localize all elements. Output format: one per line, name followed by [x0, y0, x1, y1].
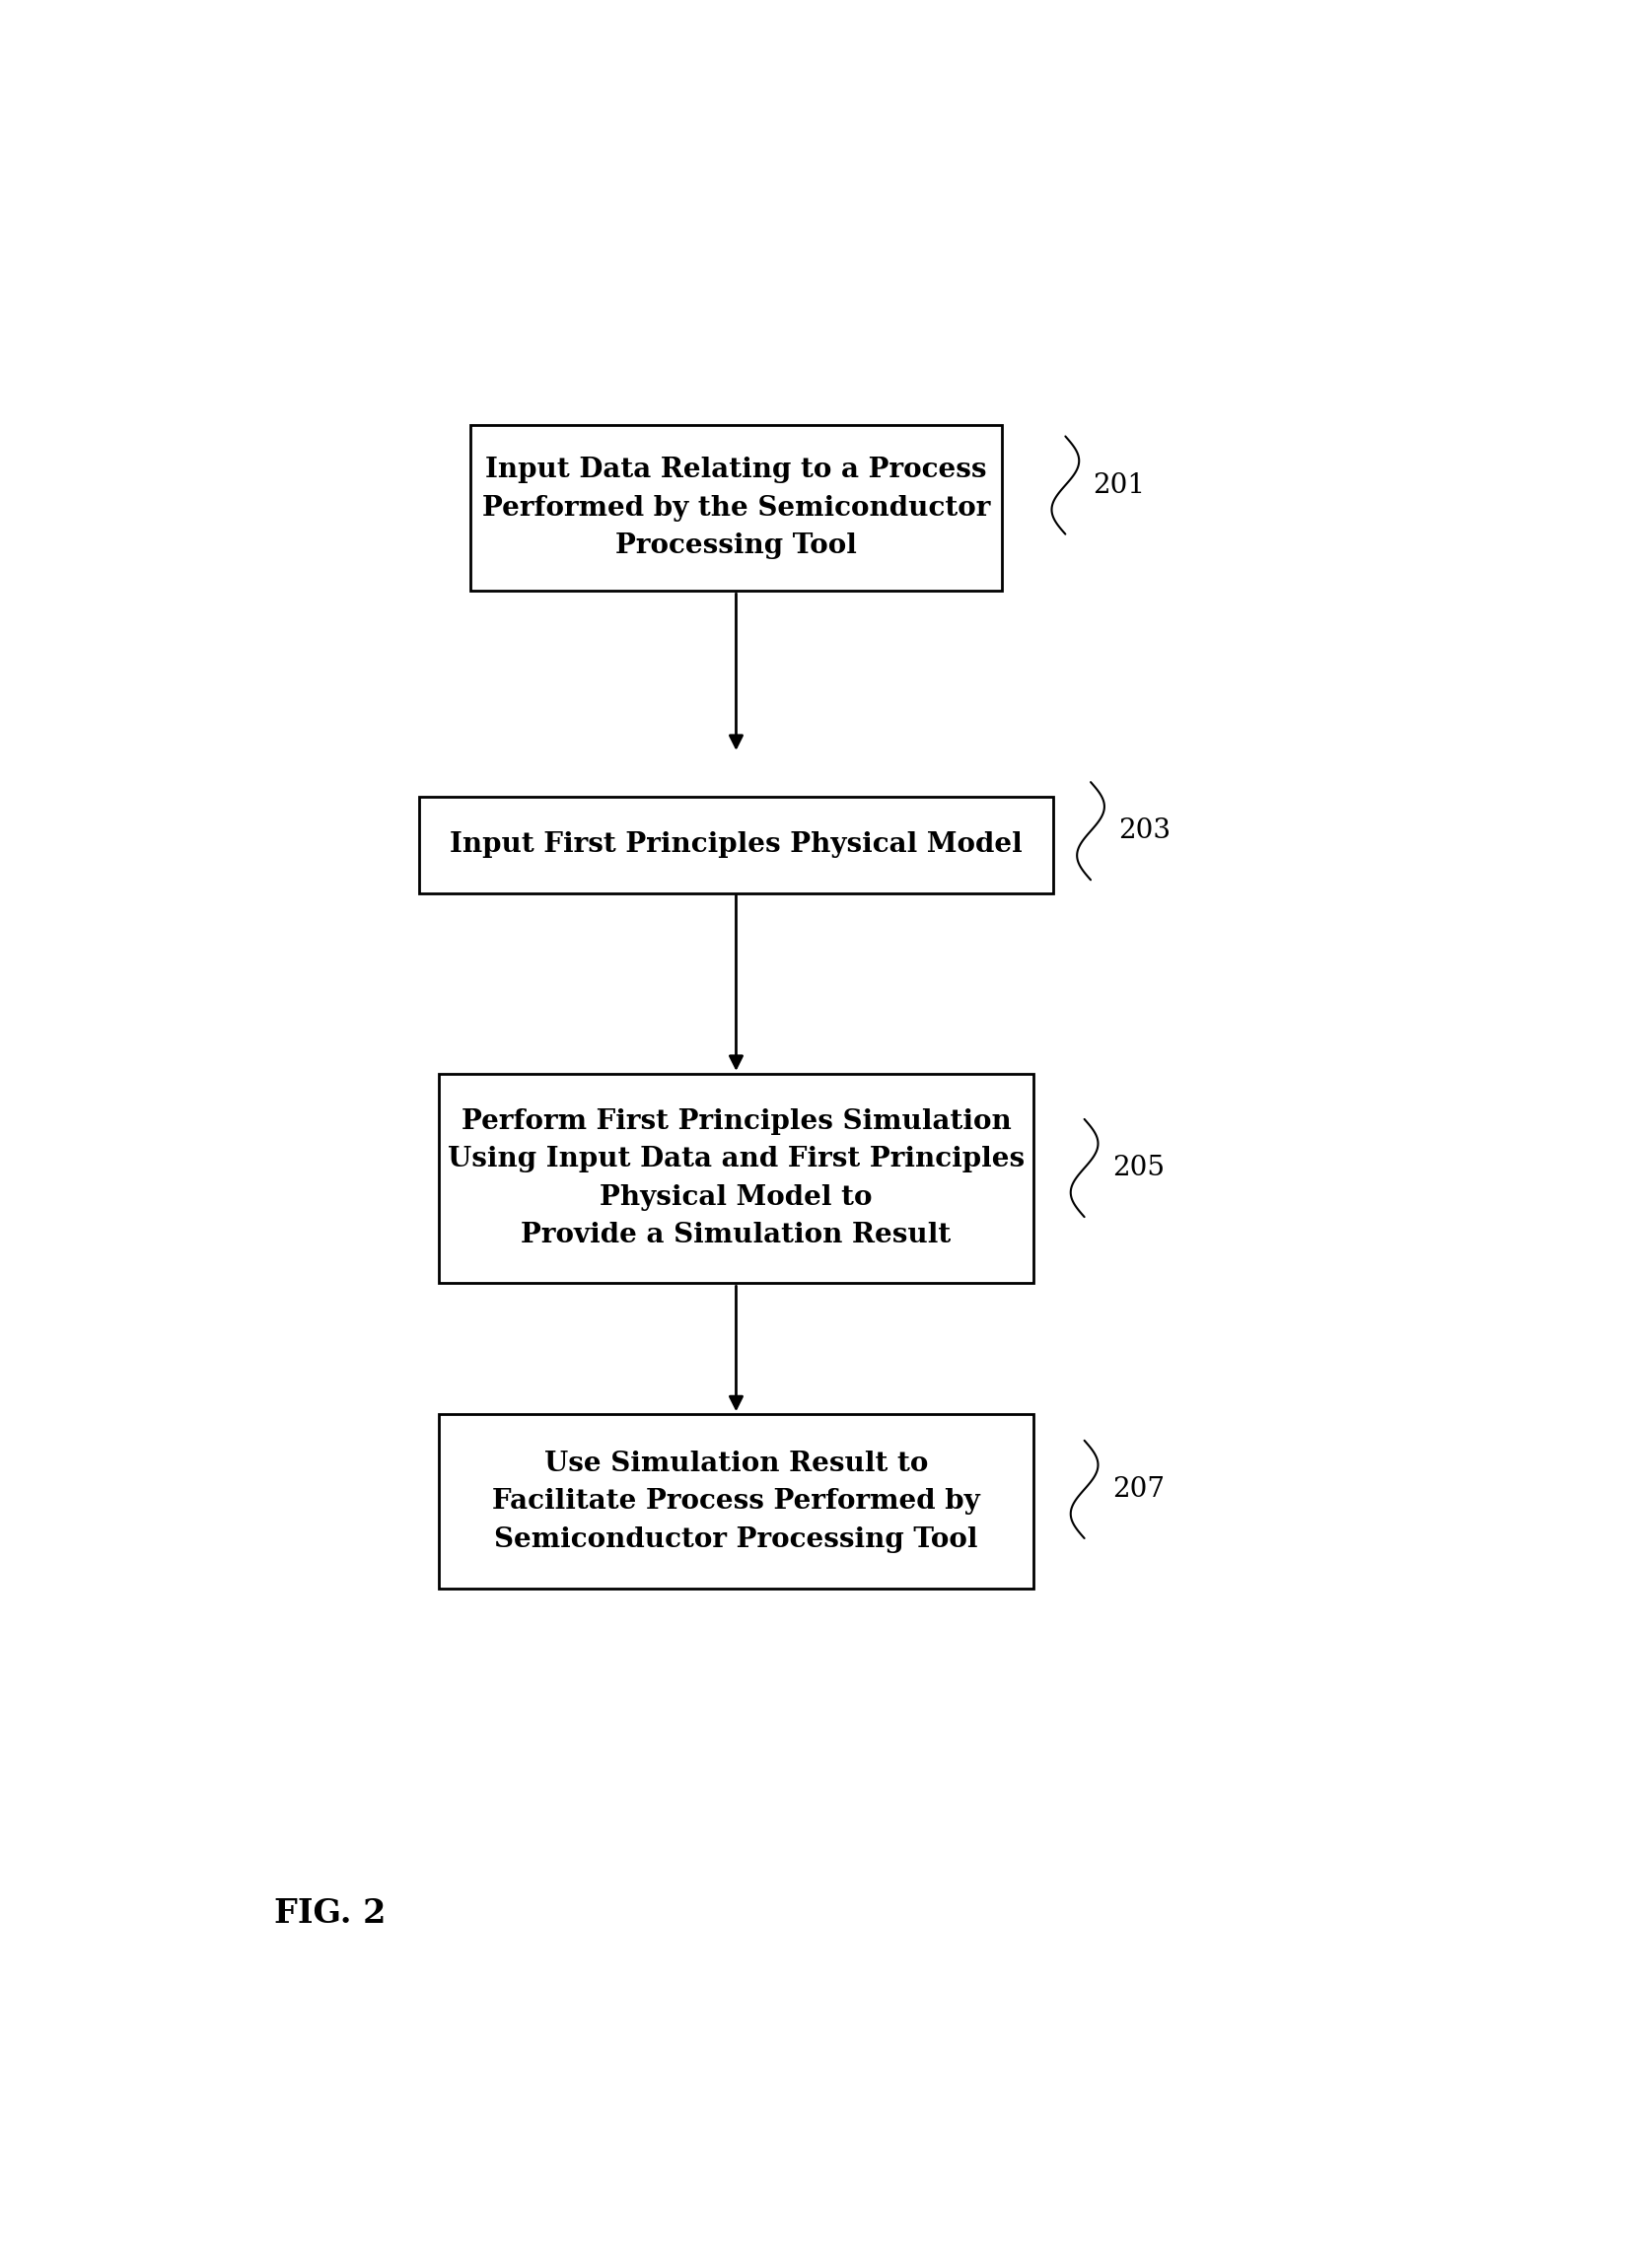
Text: 201: 201: [1093, 472, 1145, 499]
Text: Input First Principles Physical Model: Input First Principles Physical Model: [449, 832, 1023, 857]
Bar: [471, 424, 1002, 592]
Bar: [438, 1073, 1034, 1284]
Bar: [420, 796, 1052, 894]
Text: 203: 203: [1119, 819, 1172, 844]
Text: 205: 205: [1113, 1154, 1165, 1182]
Text: FIG. 2: FIG. 2: [275, 1898, 386, 1930]
Text: Perform First Principles Simulation
Using Input Data and First Principles
Physic: Perform First Principles Simulation Usin…: [448, 1109, 1025, 1250]
Text: 207: 207: [1113, 1476, 1165, 1504]
Text: Use Simulation Result to
Facilitate Process Performed by
Semiconductor Processin: Use Simulation Result to Facilitate Proc…: [492, 1449, 980, 1554]
Bar: [438, 1415, 1034, 1590]
Text: Input Data Relating to a Process
Performed by the Semiconductor
Processing Tool: Input Data Relating to a Process Perform…: [482, 456, 990, 560]
